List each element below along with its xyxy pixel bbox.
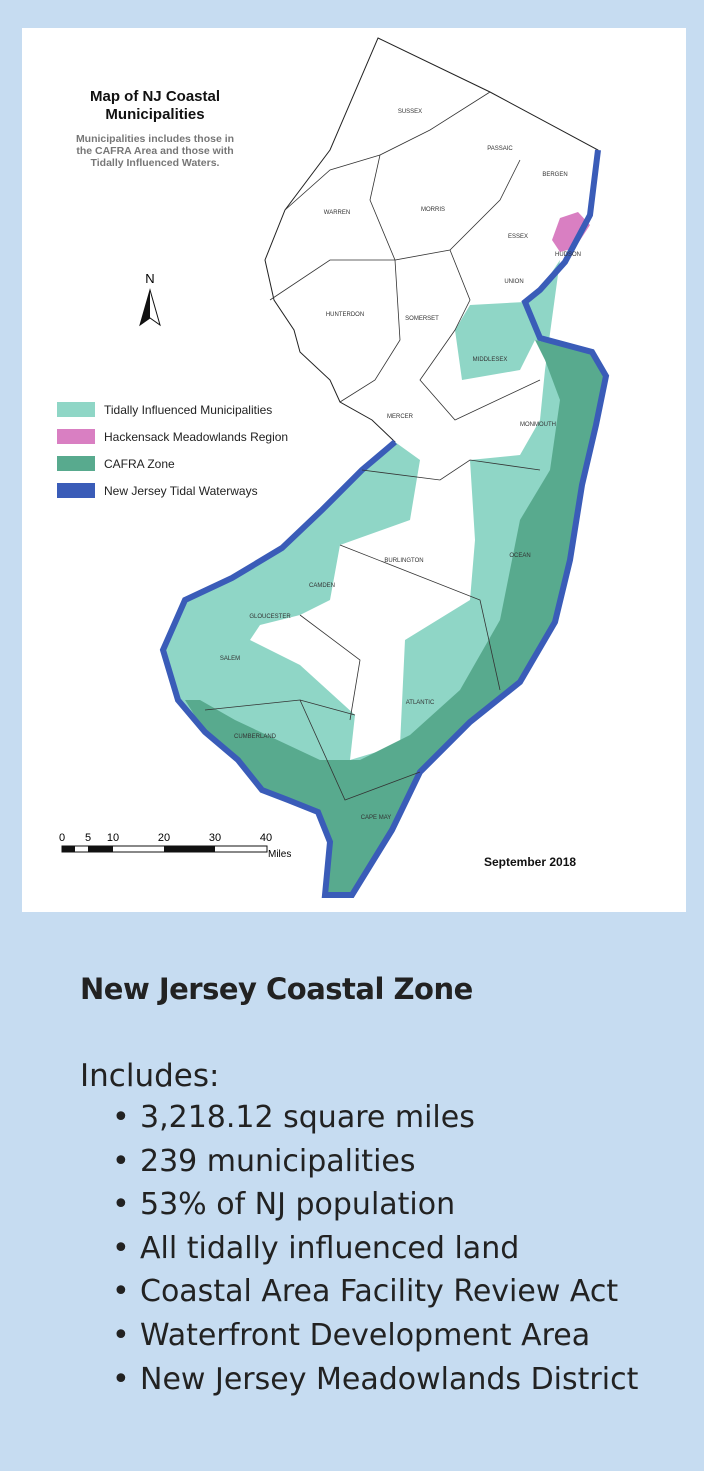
- cafra-zone: [185, 340, 606, 895]
- legend-swatch: [57, 402, 95, 417]
- county-label: CUMBERLAND: [234, 734, 277, 740]
- bullet-dot: •: [112, 1230, 130, 1266]
- bullet-text: 53% of NJ population: [140, 1187, 456, 1223]
- intro: Includes:: [80, 1058, 220, 1094]
- county-label: MONMOUTH: [520, 422, 556, 428]
- county-label: CAPE MAY: [361, 815, 392, 821]
- legend-swatch: [57, 456, 95, 471]
- scale-label: 5: [85, 832, 91, 844]
- county-label: OCEAN: [509, 553, 530, 559]
- county-label: WARREN: [324, 210, 350, 216]
- scale-label: 10: [107, 832, 119, 844]
- bullet-text: 3,218.12 square miles: [140, 1100, 475, 1135]
- tidal-waterways: [159, 149, 610, 898]
- bullet-dot: •: [112, 1274, 130, 1310]
- scale-label: 40: [260, 832, 272, 844]
- heading: New Jersey Coastal Zone: [80, 972, 473, 1006]
- bullet-text: New Jersey Meadowlands District: [140, 1361, 639, 1397]
- bullet-dot: •: [112, 1100, 130, 1135]
- county-label: GLOUCESTER: [249, 614, 291, 620]
- map-title: Map of NJ Coastal Municipalities: [89, 88, 221, 123]
- scale-bar: [61, 845, 268, 853]
- bullet-dot: •: [112, 1361, 130, 1397]
- county-label: HUDSON: [555, 252, 581, 258]
- county-label: UNION: [504, 279, 523, 285]
- legend-label: CAFRA Zone: [104, 457, 175, 471]
- map-date: September 2018: [484, 855, 577, 869]
- north-label: N: [145, 271, 154, 286]
- scale-label: 20: [158, 832, 170, 844]
- legend-label: New Jersey Tidal Waterways: [104, 484, 258, 498]
- bullet-dot: •: [112, 1187, 130, 1223]
- county-borders: [204, 91, 541, 801]
- county-label: CAMDEN: [309, 583, 335, 589]
- scale-segment: [164, 846, 215, 852]
- county-label: SALEM: [220, 656, 240, 662]
- meadowlands: [552, 212, 590, 252]
- legend-swatch: [57, 483, 95, 498]
- county-label: BURLINGTON: [384, 558, 423, 564]
- county-label: MERCER: [387, 414, 414, 420]
- legend-label: Hackensack Meadowlands Region: [104, 430, 289, 444]
- bullet-text: All tidally influenced land: [140, 1230, 520, 1266]
- tidal-zone: [163, 260, 606, 895]
- scale-label: 30: [209, 832, 221, 844]
- bullet-dot: •: [112, 1143, 130, 1179]
- county-label: PASSAIC: [487, 146, 513, 152]
- map-subtitle: Municipalities includes those in the CAF…: [75, 133, 235, 169]
- county-label: ATLANTIC: [406, 700, 435, 706]
- legend-label: Tidally Influenced Municipalities: [104, 403, 273, 417]
- county-label: MORRIS: [421, 207, 445, 213]
- county-label: SOMERSET: [405, 316, 439, 322]
- county-label: HUNTERDON: [326, 312, 364, 318]
- bullet-text: Coastal Area Facility Review Act: [140, 1274, 619, 1310]
- scale-segment: [88, 846, 113, 852]
- legend-swatch: [57, 429, 95, 444]
- county-label: BERGEN: [542, 172, 567, 178]
- north-arrow-half: [140, 290, 150, 325]
- bullet-dot: •: [112, 1318, 130, 1353]
- scale-unit: Miles: [268, 849, 291, 860]
- county-label: MIDDLESEX: [473, 357, 508, 363]
- scale-label: 0: [59, 832, 65, 844]
- bullet-text: Waterfront Development Area: [140, 1318, 591, 1353]
- scale-segment: [62, 846, 75, 852]
- county-label: SUSSEX: [398, 109, 422, 115]
- bullet-text: 239 municipalities: [140, 1143, 416, 1179]
- county-label: ESSEX: [508, 234, 528, 240]
